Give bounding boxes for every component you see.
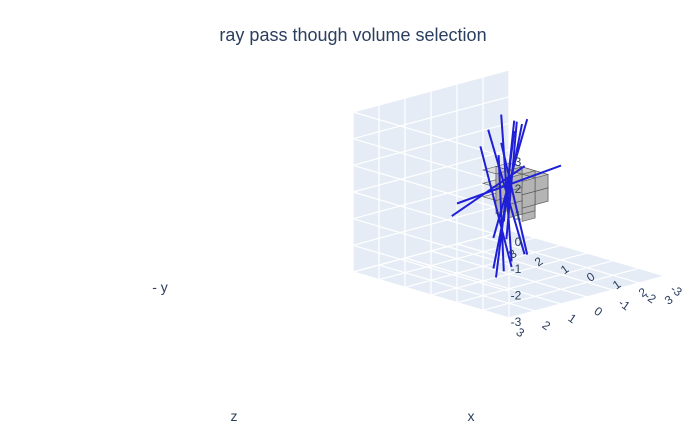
ray-line <box>500 142 529 255</box>
gridline-left-wall-y <box>352 111 510 159</box>
gridline-floor-z <box>378 264 536 312</box>
z-axis-title: z <box>231 408 238 424</box>
y-tick-label: 2 <box>515 182 522 196</box>
x-axis-title: x <box>468 408 475 424</box>
gridline-right-wall-y <box>352 96 510 140</box>
y-tick-label: 0 <box>515 235 522 249</box>
ray-line <box>451 165 526 217</box>
gridline-floor-x <box>352 229 510 273</box>
gridline-floor-z <box>352 271 510 319</box>
y-tick-label: -1 <box>511 262 522 276</box>
ray-line <box>479 146 513 268</box>
ray-lines <box>451 114 562 278</box>
y-tick-label: -2 <box>511 289 522 303</box>
gridline-right-wall-y <box>352 69 510 113</box>
ray-line <box>497 155 505 272</box>
y-axis-title: - y <box>152 279 168 295</box>
scene-grid <box>352 69 666 319</box>
y-tick-label: -3 <box>511 315 522 329</box>
ray-line <box>505 121 518 240</box>
y-tick-label: 1 <box>515 209 522 223</box>
chart-title: ray pass though volume selection <box>219 25 486 45</box>
y-tick-label: 3 <box>515 155 522 169</box>
ray-line <box>502 120 516 222</box>
